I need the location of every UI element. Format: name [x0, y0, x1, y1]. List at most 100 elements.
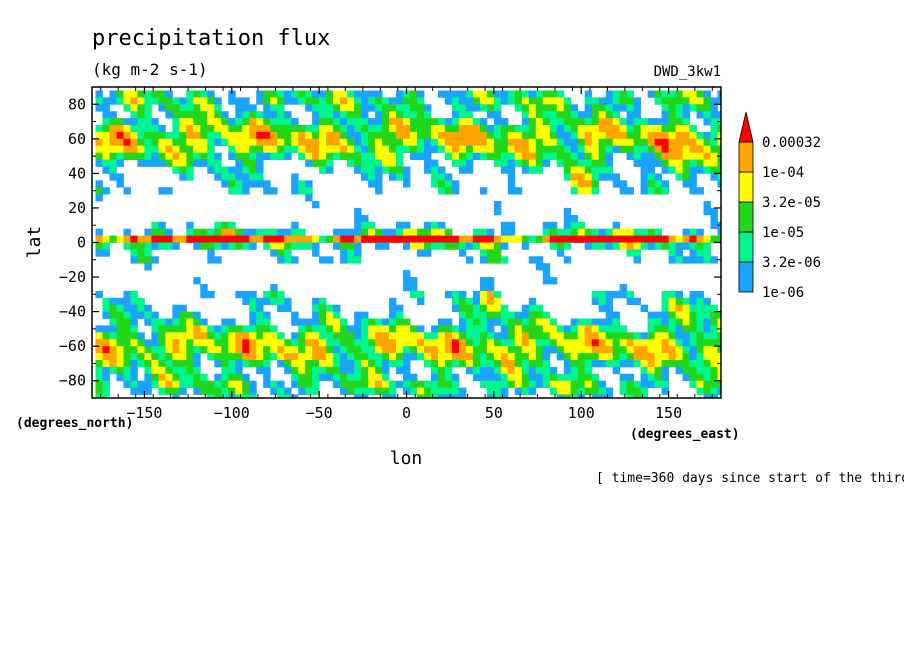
field-cell — [500, 166, 509, 174]
field-cell — [472, 304, 481, 312]
field-cell — [619, 145, 628, 153]
field-cell — [647, 159, 655, 167]
field-cell — [584, 353, 593, 361]
field-cell — [675, 249, 683, 257]
field-cell — [591, 290, 600, 299]
field-cell — [326, 159, 334, 167]
field-cell — [319, 346, 327, 354]
field-cell — [256, 304, 264, 312]
field-cell — [661, 138, 669, 147]
field-cell — [158, 360, 166, 368]
field-cell — [193, 242, 201, 250]
field-cell — [116, 346, 124, 354]
field-cell — [389, 304, 397, 312]
field-cell — [612, 228, 621, 236]
field-cell — [661, 373, 669, 382]
field-cell — [570, 346, 579, 354]
field-cell — [577, 360, 586, 368]
y-tick-label: 80 — [68, 95, 86, 113]
field-cell — [305, 131, 313, 140]
field-cell — [207, 131, 215, 140]
field-cell — [389, 131, 397, 140]
field-cell — [507, 125, 516, 133]
field-cell — [368, 159, 376, 167]
field-cell — [179, 104, 187, 112]
field-cell — [207, 145, 215, 153]
field-cell — [333, 90, 341, 98]
field-cell — [291, 145, 299, 153]
field-cell — [410, 125, 418, 133]
field-cell — [591, 152, 600, 160]
field-cell — [570, 339, 579, 347]
field-cell — [465, 118, 474, 126]
field-cell — [682, 152, 690, 160]
field-cell — [668, 249, 676, 257]
field-cell — [137, 125, 145, 133]
field-cell — [675, 159, 683, 167]
field-cell — [598, 346, 607, 354]
field-cell — [340, 366, 348, 375]
field-cell — [291, 221, 299, 230]
field-cell — [410, 97, 418, 105]
field-cell — [605, 118, 614, 126]
field-cell — [410, 138, 418, 147]
field-cell — [563, 325, 572, 333]
field-cell — [396, 118, 404, 126]
field-cell — [626, 138, 634, 147]
field-cell — [116, 118, 124, 126]
field-cell — [144, 104, 152, 112]
field-cell — [193, 318, 201, 326]
field-cell — [214, 131, 222, 140]
field-cell — [326, 90, 334, 98]
field-cell — [277, 235, 285, 243]
field-cell — [493, 125, 502, 133]
field-cell — [242, 290, 250, 299]
field-cell — [703, 366, 711, 375]
field-cell — [458, 353, 467, 361]
field-cell — [591, 166, 600, 174]
field-cell — [619, 346, 628, 354]
field-cell — [479, 284, 488, 292]
field-cell — [228, 332, 236, 340]
field-cell — [668, 145, 676, 153]
field-cell — [298, 339, 306, 347]
field-cell — [633, 118, 641, 126]
field-cell — [710, 221, 718, 230]
field-cell — [703, 325, 711, 333]
field-cell — [200, 118, 208, 126]
field-cell — [612, 353, 621, 361]
field-cell — [375, 138, 383, 147]
field-cell — [647, 332, 655, 340]
field-cell — [228, 145, 236, 153]
field-cell — [661, 235, 669, 243]
field-cell — [444, 332, 453, 340]
field-cell — [444, 290, 453, 299]
field-cell — [717, 125, 722, 133]
field-cell — [465, 256, 474, 264]
field-cell — [158, 152, 166, 160]
field-cell — [717, 228, 722, 236]
field-cell — [619, 235, 628, 243]
field-cell — [444, 325, 453, 333]
x-tick-label: 50 — [485, 404, 503, 422]
field-cell — [263, 125, 271, 133]
field-cell — [528, 159, 537, 167]
field-cell — [444, 125, 453, 133]
field-cell — [151, 242, 159, 250]
field-cell — [235, 332, 243, 340]
field-cell — [577, 145, 586, 153]
field-cell — [444, 360, 453, 368]
field-cell — [563, 159, 572, 167]
field-cell — [382, 325, 390, 333]
field-cell — [263, 380, 271, 388]
field-cell — [417, 111, 425, 119]
field-cell — [570, 180, 579, 188]
field-cell — [668, 242, 676, 250]
field-cell — [389, 297, 397, 306]
field-cell — [417, 242, 425, 250]
field-cell — [514, 380, 523, 388]
field-cell — [514, 353, 523, 361]
field-cell — [424, 166, 432, 174]
field-cell — [235, 125, 243, 133]
field-cell — [563, 97, 572, 105]
